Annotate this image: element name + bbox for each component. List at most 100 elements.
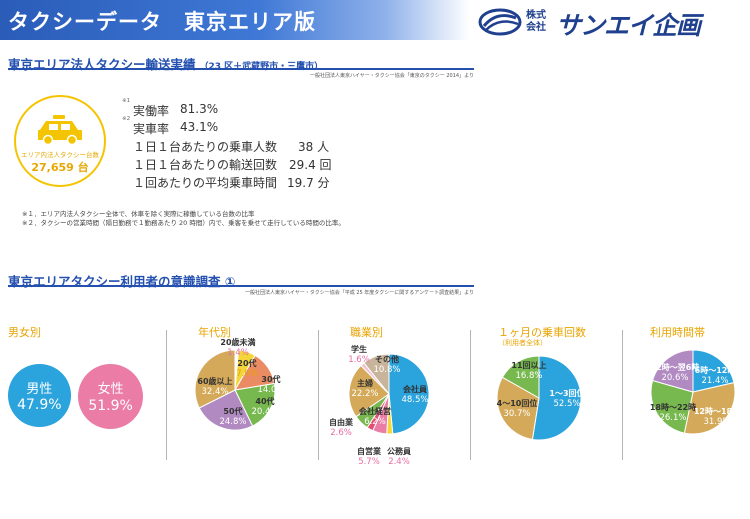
footnote-1: ※１．エリア内法人タクシー全体で、休車を除く実際に稼働している台数の比率 xyxy=(22,210,255,218)
pie-slice-value-1: 52.5% xyxy=(553,399,580,409)
footnote-2: ※２．タクシーの営業時間（隔日勤務で１勤務あたり 20 時間）内で、乗客を乗せて… xyxy=(22,219,345,227)
pie-slice-value-6: 22.2% xyxy=(351,389,378,399)
chart-divider-2 xyxy=(318,330,319,460)
pie-slice-name-3: 18時～22時 xyxy=(650,402,696,412)
logo-company-name: サンエイ企画 xyxy=(556,11,701,40)
chart-divider-3 xyxy=(470,330,471,460)
pie-slice-2 xyxy=(683,381,736,435)
pie-slice-name-1: 6時～12時 xyxy=(695,365,736,375)
chart-subtitle-monthly-rides: （利用者全体） xyxy=(498,339,547,347)
section1-source: 一般社団法人東京ハイヤー・タクシー協会「東京のタクシー 2014」より xyxy=(310,73,474,79)
pie-slice-name-4: 自由業 xyxy=(329,417,354,427)
company-logo: 株式会社 サンエイ企画 xyxy=(478,8,728,40)
gender-female-circle: 女性 51.9% xyxy=(78,364,144,430)
pie-slice-name-1: 1～3回位 xyxy=(549,388,584,398)
stat-label-trips: １日１台あたりの輸送回数 xyxy=(133,158,278,172)
pie-slice-value-5: 24.8% xyxy=(219,417,246,427)
stat-value-occupancy: 43.1% xyxy=(180,120,219,134)
pie-slice-value-4: 2.6% xyxy=(330,428,352,438)
section1-title: 東京エリア法人タクシー輸送実績 （23 区＋武蔵野市・三鷹市） xyxy=(8,54,323,73)
gender-male-label: 男性 xyxy=(26,381,53,397)
pie-slice-name-2: 4～10回位 xyxy=(497,398,538,408)
pie-slice-name-4: 40代 xyxy=(255,396,274,406)
taxi-count: 27,659 台 xyxy=(31,161,89,174)
pie-slice-6 xyxy=(348,364,390,418)
section2-title: 東京エリアタクシー利用者の意識調査 ① xyxy=(8,274,236,289)
stat-label-occupancy: 実車率 xyxy=(133,122,170,136)
chart-divider-4 xyxy=(622,330,623,460)
header-bar: タクシーデータ 東京エリア版 xyxy=(0,0,470,40)
section2-source: 一般社団法人東京ハイヤー・タクシー協会「平成 25 年度タクシーに関するアンケー… xyxy=(245,290,474,296)
stat-note-2: ※2 xyxy=(122,116,131,122)
pie-slice-name-2: 公務員 xyxy=(387,446,411,456)
pie-slice-value-4: 20.6% xyxy=(661,373,688,383)
pie-slice-value-5: 6.2% xyxy=(364,417,386,427)
pie-slice-value-3: 14.0% xyxy=(257,385,284,395)
pie-slice-name-4: 22時～翌6時 xyxy=(651,362,700,372)
taxi-count-badge: エリア内法人タクシー台数 27,659 台 xyxy=(14,95,106,187)
pie-slice-value-3: 5.7% xyxy=(358,457,380,467)
pie-slice-value-6: 32.4% xyxy=(201,387,228,397)
pie-slice-1 xyxy=(388,353,430,435)
pie-slice-value-2: 30.7% xyxy=(503,409,530,419)
pie-slice-value-1: 21.4% xyxy=(701,376,728,386)
pie-slice-name-3: 30代 xyxy=(261,374,280,384)
pie-slice-name-1: 会社員 xyxy=(403,384,427,394)
pie-slice-5 xyxy=(198,389,254,431)
page-title: タクシーデータ 東京エリア版 xyxy=(8,10,316,34)
pie-slice-6 xyxy=(194,349,236,409)
section1-subtitle: （23 区＋武蔵野市・三鷹市） xyxy=(199,62,324,72)
stat-value-ride-time: 19.7 分 xyxy=(287,176,330,190)
chart-divider-1 xyxy=(166,330,167,460)
pie-slice-name-3: 11回以上 xyxy=(511,360,546,370)
gender-male-circle: 男性 47.9% xyxy=(8,364,71,427)
pie-slice-name-6: 主婦 xyxy=(357,378,373,388)
pie-slice-name-7: 学生 xyxy=(351,344,367,354)
pie-slice-value-4: 20.4% xyxy=(251,407,278,417)
section2-underline xyxy=(8,285,474,287)
pie-slice-name-2: 20代 xyxy=(237,358,256,368)
chart-title-occupation: 職業別 xyxy=(350,326,383,339)
pie-slice-value-2: 2.4% xyxy=(388,457,410,467)
logo-company-type: 株式会社 xyxy=(526,10,546,33)
pie-slice-value-2: 31.9% xyxy=(703,417,730,427)
gender-female-label: 女性 xyxy=(97,382,124,398)
chart-title-gender: 男女別 xyxy=(8,326,41,339)
pie-slice-name-5: 50代 xyxy=(223,406,242,416)
stat-note-1: ※1 xyxy=(122,98,131,104)
taxi-icon xyxy=(38,115,82,145)
chart-title-monthly-rides: １ヶ月の乗車回数 xyxy=(498,326,586,339)
pie-slice-value-1: 48.5% xyxy=(401,395,428,405)
pie-slice-value-7: 1.6% xyxy=(348,355,370,365)
stat-label-utilization: 実働率 xyxy=(133,104,170,118)
page-header: タクシーデータ 東京エリア版 株式会社 サンエイ企画 xyxy=(0,0,750,44)
pie-slice-4 xyxy=(234,382,276,427)
stat-value-utilization: 81.3% xyxy=(180,102,219,116)
stat-label-ride-time: １回あたりの平均乗車時間 xyxy=(133,176,278,190)
stat-label-passengers: １日１台あたりの乗車人数 xyxy=(133,140,278,154)
pie-slice-name-6: 60歳以上 xyxy=(197,376,232,386)
stat-value-trips: 29.4 回 xyxy=(289,158,332,172)
pie-slice-value-3: 16.8% xyxy=(515,371,542,381)
pie-slice-8 xyxy=(363,353,390,396)
section1-underline xyxy=(8,68,474,70)
pie-slice-1 xyxy=(692,349,735,393)
pie-slice-value-2: 7.0% xyxy=(236,369,258,379)
gender-female-value: 51.9% xyxy=(88,397,133,414)
pie-slice-name-1: 20歳未満 xyxy=(220,337,255,347)
pie-slice-name-3: 自営業 xyxy=(357,446,382,456)
pie-slice-value-1: 1.4% xyxy=(227,348,249,358)
pie-slice-1 xyxy=(531,355,582,441)
chart-title-age: 年代別 xyxy=(198,326,231,339)
pie-slice-name-5: 会社経営 xyxy=(359,406,391,416)
chart-title-time-of-day: 利用時間帯 xyxy=(650,326,705,339)
pie-slice-name-2: 12時～18時 xyxy=(694,406,740,416)
logo-mark-icon xyxy=(478,8,522,36)
pie-slice-4 xyxy=(651,349,694,393)
taxi-caption: エリア内法人タクシー台数 xyxy=(21,151,99,159)
pie-slice-value-8: 10.8% xyxy=(373,365,400,375)
